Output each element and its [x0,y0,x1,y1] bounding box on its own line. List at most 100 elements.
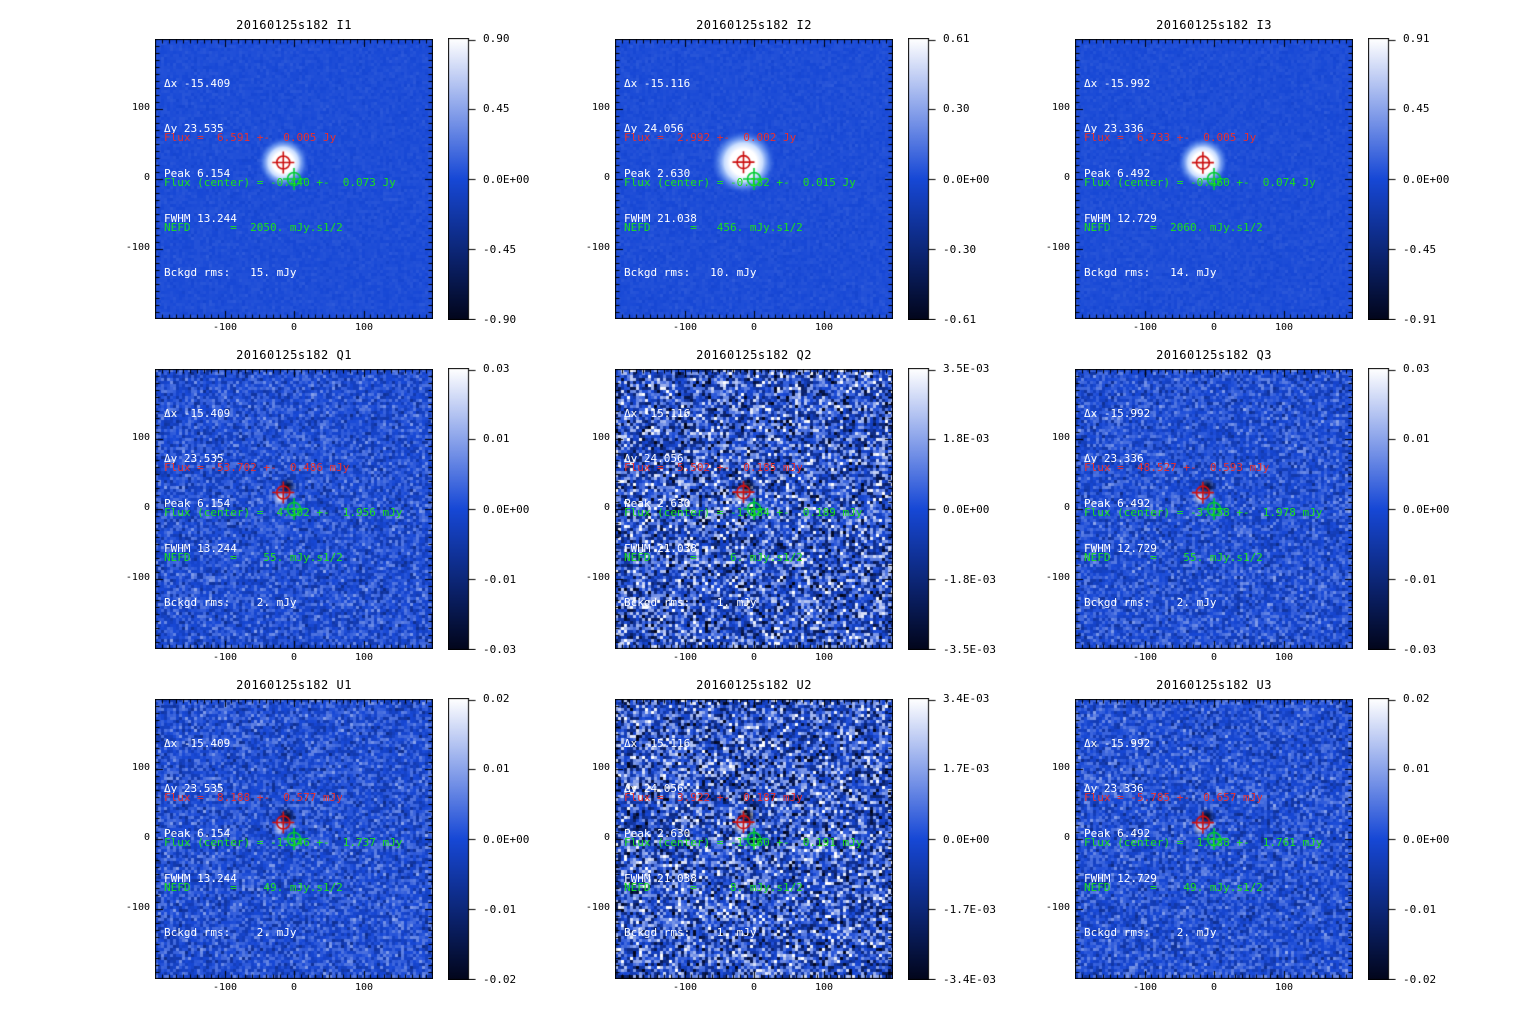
map-plot-area: Δx -15.409 Δy 23.535 Peak 6.154 FWHM 13.… [155,699,433,979]
stokes-map-panel: 20160125s182 U3 Δx -15.992 Δy 23.336 Pea… [1020,678,1490,1010]
y-axis-tick-label: -100 [585,902,610,913]
bckgd-rms-line: Bckgd rms: 2. mJy [1084,596,1217,609]
bckgd-rms-line: Bckgd rms: 14. mJy [1084,266,1217,279]
delta-y-value: Δy 23.336 [1084,782,1144,795]
nefd-line: NEFD = 55. mJy.s1/2 [1084,551,1263,564]
flux-results-block: Flux = -53.702 +- 0.486 mJy Flux (center… [164,430,402,640]
y-axis-tick-label: 0 [603,502,610,513]
delta-x-value: Δx -15.116 [624,407,691,420]
x-axis-tick-label: -100 [212,652,238,663]
x-axis-tick-label: 0 [290,982,298,993]
y-axis-tick-label: -100 [1045,242,1070,253]
colorbar-tick-label: 0.30 [943,102,970,115]
bckgd-rms-line: Bckgd rms: 1. mJy [624,926,757,939]
heatmap-image [1075,39,1353,319]
heatmap-image [155,39,433,319]
fwhm-value: FWHM 21.038 [624,872,697,885]
y-axis-tick-label: -100 [1045,572,1070,583]
y-axis-tick-label: 100 [591,762,610,773]
delta-x-value: Δx -15.409 [164,77,231,90]
colorbar-tick-label: 0.45 [1403,102,1430,115]
flux-center-line: Flux (center) = -0.440 +- 0.073 Jy [164,176,396,189]
colorbar-tick-label: 0.0E+00 [483,503,530,516]
flux-results-block: Flux = -5.785 +- 0.657 mJy Flux (center)… [1084,760,1322,970]
x-axis-tick-label: 0 [290,322,298,333]
y-axis-tick-label: 0 [1063,832,1070,843]
x-axis-tick-label: 0 [1210,322,1218,333]
colorbar-tick-label: 0.01 [1403,762,1430,775]
fit-stats-block: Δx -15.992 Δy 23.336 Peak 6.492 FWHM 12.… [1084,376,1157,586]
stokes-map-panel: 20160125s182 I1 Δx -15.409 Δy 23.535 Pea… [100,18,570,350]
colorbar-tick-label: -1.7E-03 [943,903,996,916]
colorbar-tick-label: -0.02 [483,973,517,986]
nefd-line: NEFD = 49. mJy.s1/2 [164,881,343,894]
flux-line: Flux = 6.591 +- 0.005 Jy [164,131,337,144]
flux-center-line: Flux (center) = -3.758 +- 1.978 mJy [1084,506,1323,519]
panel-title: 20160125s182 I2 [696,18,812,32]
colorbar-tick-label: 0.0E+00 [1403,173,1450,186]
delta-x-value: Δx -15.409 [164,407,231,420]
colorbar-tick-label: 0.90 [483,32,510,45]
flux-line: Flux = 48.527 +- 0.593 mJy [1084,461,1270,474]
y-axis-tick-label: 0 [143,172,150,183]
heatmap-image [1075,369,1353,649]
x-axis-tick-label: 100 [1274,982,1294,993]
panel-title: 20160125s182 Q2 [696,348,812,362]
colorbar-tick-label: 0.61 [943,32,970,45]
heatmap-image [1075,699,1353,979]
peak-value: Peak 6.154 [164,497,231,510]
colorbar-tick-label: -0.90 [483,313,517,326]
stokes-map-panel: 20160125s182 I2 Δx -15.116 Δy 24.056 Pea… [560,18,1030,350]
y-axis-tick-label: 100 [1051,102,1070,113]
y-axis-tick-label: 0 [143,502,150,513]
colorbar-tick-label: 1.7E-03 [943,762,990,775]
delta-y-value: Δy 24.056 [624,782,684,795]
flux-center-line: Flux (center) = -0.182 +- 0.015 Jy [624,176,856,189]
flux-center-line: Flux (center) = -1.884 +- 0.189 mJy [624,506,863,519]
delta-y-value: Δy 23.336 [1084,122,1144,135]
delta-x-value: Δx -15.116 [624,77,691,90]
colorbar-tick-label: -0.45 [1403,243,1437,256]
colorbar-tick-label: 0.0E+00 [483,833,530,846]
panel-title: 20160125s182 Q3 [1156,348,1272,362]
colorbar-tick-label: 0.0E+00 [1403,503,1450,516]
map-plot-area: Δx -15.116 Δy 24.056 Peak 2.630 FWHM 21.… [615,369,893,649]
colorbar-tick-label: -3.4E-03 [943,973,996,986]
y-axis-tick-label: -100 [125,572,150,583]
x-axis-tick-label: -100 [672,652,698,663]
colorbar-tick-label: -1.8E-03 [943,573,996,586]
x-axis-tick-label: 100 [814,982,834,993]
map-plot-area: Δx -15.992 Δy 23.336 Peak 6.492 FWHM 12.… [1075,39,1353,319]
delta-y-value: Δy 24.056 [624,122,684,135]
colorbar-tick-label: -3.5E-03 [943,643,996,656]
delta-x-value: Δx -15.992 [1084,407,1151,420]
bckgd-rms-line: Bckgd rms: 10. mJy [624,266,757,279]
colorbar [1368,368,1396,650]
peak-value: Peak 2.630 [624,827,691,840]
y-axis-tick-label: 100 [131,102,150,113]
colorbar-tick-label: -0.01 [483,903,517,916]
delta-x-value: Δx -15.409 [164,737,231,750]
y-axis-tick-label: 0 [1063,502,1070,513]
stokes-map-panel: 20160125s182 Q2 Δx -15.116 Δy 24.056 Pea… [560,348,1030,680]
stokes-map-panel: 20160125s182 U2 Δx -15.116 Δy 24.056 Pea… [560,678,1030,1010]
y-axis-tick-label: 100 [131,762,150,773]
delta-x-value: Δx -15.116 [624,737,691,750]
flux-center-line: Flux (center) = 4.302 +- 1.956 mJy [164,506,403,519]
colorbar [908,368,936,650]
flux-results-block: Flux = 3.922 +- 0.187 mJy Flux (center) … [624,760,862,970]
x-axis-tick-label: 100 [1274,322,1294,333]
fit-stats-block: Δx -15.409 Δy 23.535 Peak 6.154 FWHM 13.… [164,46,237,256]
delta-y-value: Δy 23.535 [164,452,224,465]
fit-stats-block: Δx -15.992 Δy 23.336 Peak 6.492 FWHM 12.… [1084,46,1157,256]
colorbar-tick-label: -0.01 [1403,903,1437,916]
heatmap-image [615,369,893,649]
peak-value: Peak 6.492 [1084,497,1151,510]
peak-value: Peak 6.492 [1084,167,1151,180]
colorbar-tick-label: 0.0E+00 [943,503,990,516]
heatmap-image [615,39,893,319]
colorbar-tick-label: 0.01 [483,762,510,775]
y-axis-tick-label: 0 [603,172,610,183]
colorbar-tick-label: 0.02 [483,692,510,705]
